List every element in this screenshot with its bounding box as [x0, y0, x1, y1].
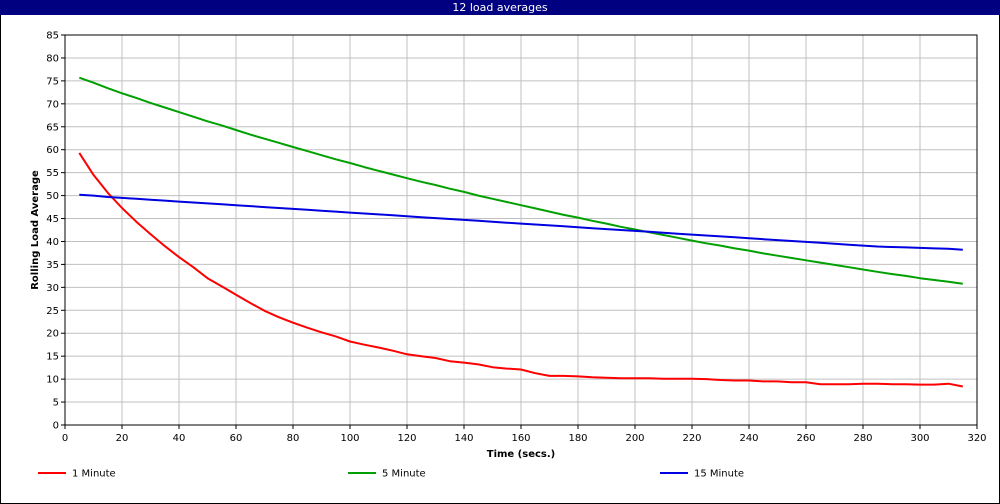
x-tick-label: 20 [116, 433, 129, 444]
y-tick-label: 60 [46, 145, 59, 156]
y-tick-label: 15 [46, 352, 59, 363]
y-tick-label: 25 [46, 306, 59, 317]
x-tick-label: 200 [625, 433, 644, 444]
x-tick-label: 80 [287, 433, 300, 444]
y-tick-label: 55 [46, 168, 59, 179]
x-tick-label: 240 [739, 433, 758, 444]
series-lines [78, 76, 963, 388]
x-tick-label: 220 [682, 433, 701, 444]
x-tick-label: 40 [173, 433, 186, 444]
y-tick-label: 5 [53, 398, 59, 409]
y-tick-label: 50 [46, 191, 59, 202]
x-tick-label: 300 [910, 433, 929, 444]
y-tick-label: 45 [46, 214, 59, 225]
x-tick-label: 60 [230, 433, 243, 444]
grid-lines [64, 34, 978, 426]
x-tick-label: 140 [454, 433, 473, 444]
y-tick-label: 85 [46, 31, 59, 42]
x-tick-label: 280 [853, 433, 872, 444]
legend-label-1: 1 Minute [72, 469, 116, 480]
legend-label-3: 15 Minute [694, 469, 744, 480]
x-tick-label: 180 [568, 433, 587, 444]
y-tick-label: 10 [46, 375, 59, 386]
y-tick-label: 20 [46, 329, 59, 340]
y-tick-label: 35 [46, 260, 59, 271]
y-tick-label: 75 [46, 76, 59, 87]
y-tick-label: 70 [46, 99, 59, 110]
x-tick-label: 160 [511, 433, 530, 444]
chart-title: 12 load averages [0, 0, 1000, 15]
y-tick-label: 80 [46, 53, 59, 64]
x-axis-label: Time (secs.) [487, 449, 556, 460]
series-line-1 [78, 152, 963, 388]
y-axis-label: Rolling Load Average [30, 170, 41, 290]
series-line-2 [78, 76, 963, 285]
x-tick-label: 100 [340, 433, 359, 444]
x-tick-label: 0 [62, 433, 68, 444]
legend-label-2: 5 Minute [382, 469, 426, 480]
series-line-3 [79, 193, 963, 251]
x-axis-ticks: 0 20 40 60 80 100 120 140 160 180 200 220 240 260 280 3… [62, 425, 987, 444]
x-tick-label: 260 [796, 433, 815, 444]
y-tick-label: 30 [46, 283, 59, 294]
x-tick-label: 120 [397, 433, 416, 444]
y-tick-label: 0 [53, 421, 59, 432]
y-tick-label: 40 [46, 237, 59, 248]
y-axis-ticks: 0 5 10 15 20 25 30 35 40 45 50 55 60 65 70 75 80 85 [46, 31, 65, 432]
x-tick-label: 320 [967, 433, 986, 444]
legend: 1 Minute 5 Minute 15 Minute [38, 469, 744, 480]
y-tick-label: 65 [46, 122, 59, 133]
